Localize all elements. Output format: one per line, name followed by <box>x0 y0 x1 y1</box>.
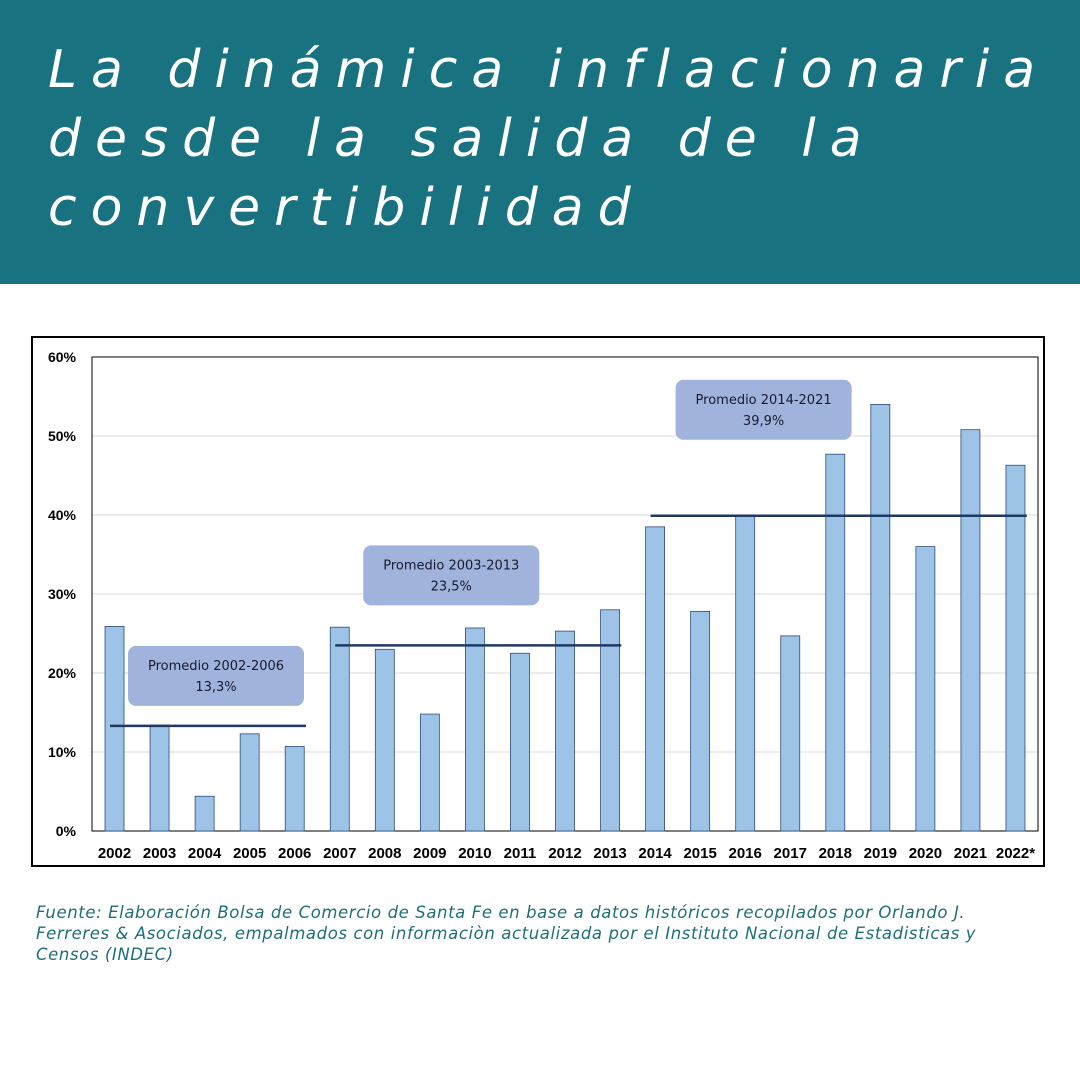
average-annotation: Promedio 2002-2006 13,3% <box>128 645 305 706</box>
average-lines <box>110 514 1027 728</box>
annotation-box <box>363 545 540 606</box>
bar <box>465 627 485 832</box>
y-tick-label: 20% <box>48 665 77 681</box>
x-tick-label: 2007 <box>323 845 356 862</box>
annotation-value: 23,5% <box>431 579 472 594</box>
bar <box>645 526 665 832</box>
x-tick-label: 2013 <box>593 845 626 862</box>
y-tick-label: 10% <box>48 744 77 760</box>
bar <box>104 625 125 832</box>
x-axis-ticks: 2002 2003 2004 2005 2006 2007 2008 2009 2010 2011… <box>98 845 1035 862</box>
x-tick-label: 2012 <box>548 845 581 862</box>
x-tick-label: 2015 <box>683 845 716 862</box>
y-tick-label: 40% <box>48 507 77 523</box>
bar <box>915 546 936 832</box>
annotation-label: Promedio 2003-2013 <box>383 558 519 573</box>
y-tick-label: 30% <box>48 586 77 602</box>
source-note: Fuente: Elaboración Bolsa de Comercio de… <box>36 903 977 964</box>
x-tick-label: 2017 <box>774 845 807 862</box>
x-tick-label: 2014 <box>638 845 672 862</box>
average-annotation: Promedio 2003-2013 23,5% <box>363 545 540 606</box>
y-tick-label: 50% <box>48 428 77 444</box>
average-annotations: Promedio 2002-2006 13,3% Promedio 2003-201… <box>128 379 852 706</box>
bar <box>510 652 530 832</box>
x-tick-label: 2006 <box>278 845 311 862</box>
y-tick-label: 60% <box>48 349 77 365</box>
x-tick-label: 2009 <box>413 845 446 862</box>
bar <box>419 713 440 832</box>
y-tick-label: 0% <box>56 823 77 839</box>
page-title: La dinámica inflacionaria desde la salid… <box>48 40 1050 238</box>
y-axis-ticks: 0% 10% 20% 30% 40% 50% 60% <box>48 349 77 839</box>
x-tick-label: 2008 <box>368 845 401 862</box>
x-tick-label: 2010 <box>458 845 491 862</box>
annotation-value: 39,9% <box>743 414 784 429</box>
inflation-bar-chart: Promedio 2002-2006 13,3% Promedio 2003-201… <box>48 349 1039 862</box>
x-tick-label: 2022* <box>996 845 1035 862</box>
bar <box>555 630 575 832</box>
bar <box>690 610 711 832</box>
x-tick-label: 2003 <box>143 845 176 862</box>
x-tick-label: 2011 <box>504 845 537 862</box>
bar <box>149 724 170 832</box>
x-tick-label: 2019 <box>864 845 897 862</box>
annotation-label: Promedio 2014-2021 <box>696 393 832 408</box>
header-banner: La dinámica inflacionaria desde la salid… <box>0 0 1080 284</box>
bar <box>825 453 846 832</box>
chart-frame: Promedio 2002-2006 13,3% Promedio 2003-201… <box>31 336 1045 867</box>
bar <box>374 648 395 832</box>
bar <box>780 635 801 832</box>
bar <box>960 429 981 832</box>
bar <box>239 733 260 832</box>
bar <box>329 626 350 832</box>
bar-series <box>104 404 1026 832</box>
bar <box>870 404 891 832</box>
x-tick-label: 2021 <box>954 845 987 862</box>
x-tick-label: 2005 <box>233 845 266 862</box>
bar <box>1005 464 1026 832</box>
annotation-value: 13,3% <box>195 680 236 695</box>
annotation-box <box>128 645 305 706</box>
annotation-label: Promedio 2002-2006 <box>148 659 284 674</box>
x-tick-label: 2020 <box>909 845 942 862</box>
x-tick-label: 2004 <box>188 845 222 862</box>
annotation-box <box>675 379 852 440</box>
x-tick-label: 2018 <box>819 845 852 862</box>
average-annotation: Promedio 2014-2021 39,9% <box>675 379 852 440</box>
bar <box>600 609 620 832</box>
x-tick-label: 2016 <box>729 845 762 862</box>
x-tick-label: 2002 <box>98 845 131 862</box>
bar <box>194 795 215 832</box>
bar <box>735 516 756 832</box>
bar <box>284 746 305 832</box>
